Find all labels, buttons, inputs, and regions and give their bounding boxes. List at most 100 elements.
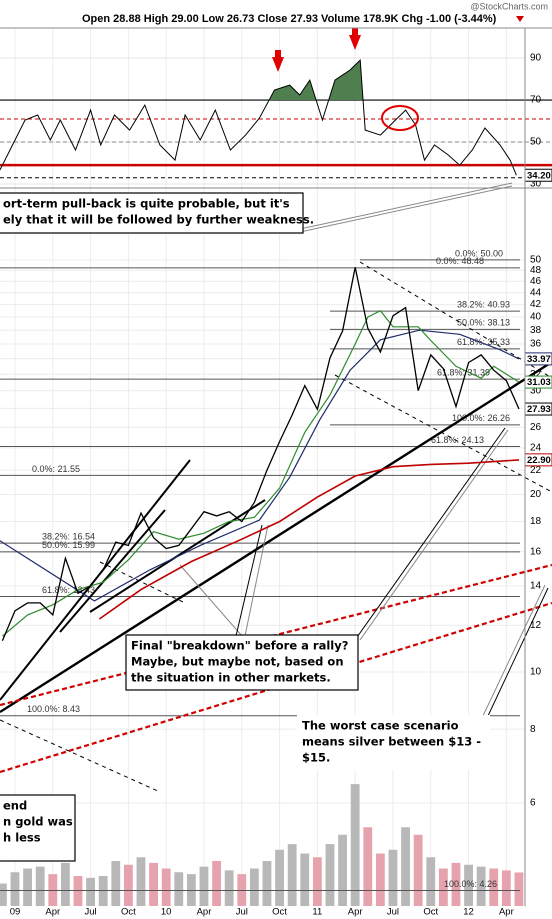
volume-bar	[275, 849, 284, 906]
x-tick-label: Jul	[236, 907, 248, 918]
x-tick-label: Apr	[499, 907, 514, 918]
volume-bar	[388, 849, 398, 906]
fib-label: 0.0%: 21.55	[32, 464, 80, 474]
volume-bar	[501, 870, 511, 906]
fib-label: 100.0%: 4.26	[444, 879, 497, 889]
volume-bar	[0, 883, 7, 906]
volume-bar	[199, 866, 209, 906]
volume-bar	[338, 834, 347, 906]
fib-label: 100.0%: 8.43	[27, 704, 80, 714]
note-box	[125, 634, 359, 691]
y-tick-label: 20	[530, 489, 542, 500]
x-tick-label: Oct	[121, 907, 136, 918]
x-tick-label: 10	[161, 907, 172, 918]
y-tick-label: 12	[530, 620, 542, 631]
fib-label: 61.8%: 13.43	[42, 585, 95, 595]
volume-bar	[249, 868, 259, 906]
price-line	[2, 309, 520, 637]
note-text: the situation in other markets.	[131, 671, 331, 685]
volume-bar	[149, 862, 158, 906]
y-tick-label: 26	[530, 422, 542, 433]
y-tick-label: 32	[530, 369, 542, 380]
end-label: 34.20	[527, 170, 551, 181]
end-label: 27.93	[527, 404, 551, 415]
volume-bar	[363, 827, 373, 906]
volume-bar	[451, 862, 461, 906]
note-text: The worst case scenario	[302, 719, 459, 733]
x-tick-label: Jul	[387, 907, 399, 918]
x-tick-label: 11	[312, 907, 322, 918]
volume-bar	[312, 857, 322, 906]
y-tick-label: 48	[530, 265, 542, 276]
volume-bar	[287, 844, 297, 906]
volume-bar	[123, 864, 133, 906]
volume-bar	[350, 784, 360, 906]
fib-label: 61.8%: 24.13	[431, 435, 484, 445]
y-tick-label: 70	[530, 95, 542, 106]
fib-label: 50.0%: 38.13	[457, 318, 510, 328]
y-tick-label: 46	[530, 276, 542, 287]
note-text: Final "breakdown" before a rally?	[131, 639, 348, 653]
rsi-line	[0, 58, 517, 176]
price-line	[0, 329, 520, 602]
note-text: $15.	[302, 751, 330, 765]
volume-bar	[375, 853, 385, 906]
x-tick-label: 09	[10, 907, 21, 918]
y-tick-label: 18	[530, 516, 542, 527]
volume-bar	[174, 872, 184, 906]
volume-bar	[111, 861, 121, 906]
y-tick-label: 40	[530, 312, 542, 323]
volume-bar	[401, 827, 410, 906]
volume-bar	[426, 857, 436, 906]
fib-label: 0.0%: 50.00	[455, 248, 503, 258]
volume-bar	[413, 834, 423, 906]
volume-bar	[60, 862, 70, 906]
quote: Open 28.88 High 29.00 Low 26.73 Close 27…	[82, 13, 497, 25]
x-tick-label: Jul	[85, 907, 97, 918]
fib-label: 61.8%: 31.39	[437, 367, 490, 377]
y-tick-label: 30	[530, 385, 542, 396]
fib-label: 0.0%: 48.48	[436, 256, 484, 266]
x-tick-label: Oct	[272, 907, 287, 918]
volume-bar	[514, 872, 524, 906]
fib-label: 61.8%: 35.33	[457, 337, 510, 347]
volume-bar	[489, 868, 499, 906]
y-tick-label: 38	[530, 325, 542, 336]
fib-label: 38.2%: 40.93	[457, 300, 510, 310]
note-text: means silver between $13 -	[302, 735, 481, 749]
y-tick-label: 50	[530, 255, 542, 266]
y-tick-label: 50	[530, 137, 542, 148]
volume-bar	[300, 853, 310, 906]
note-text: n gold was	[3, 815, 73, 829]
y-tick-label: 8	[530, 724, 536, 735]
volume-bar	[136, 857, 146, 906]
volume-bar	[35, 866, 45, 906]
overbought-fill	[269, 60, 364, 101]
y-tick-label: 42	[530, 299, 542, 310]
note-text: Maybe, but maybe not, based on	[131, 655, 344, 669]
volume-bar	[262, 861, 272, 906]
note-text: ely that it will be followed by further …	[3, 213, 314, 227]
y-tick-label: 36	[530, 339, 542, 350]
x-tick-label: Apr	[348, 907, 363, 918]
note-text: ort-term pull-back is quite probable, bu…	[3, 197, 290, 211]
volume-bar	[224, 870, 234, 906]
end-label: 22.90	[527, 455, 551, 466]
note-box	[0, 192, 304, 234]
change-icon	[516, 16, 524, 22]
end-label: 33.97	[527, 354, 551, 365]
y-tick-label: 24	[530, 442, 542, 453]
price-line	[1, 267, 520, 641]
watermark: @StockCharts.com	[470, 1, 548, 11]
end-label: 31.03	[527, 377, 551, 388]
y-tick-label: 30	[530, 179, 542, 190]
note-box	[297, 715, 490, 770]
volume-bar	[23, 868, 33, 906]
y-tick-label: 16	[530, 546, 542, 557]
fib-label: 38.2%: 16.54	[42, 532, 95, 542]
volume-bar	[464, 864, 473, 906]
y-tick-label: 44	[530, 287, 542, 298]
note-text: h less	[3, 831, 41, 845]
